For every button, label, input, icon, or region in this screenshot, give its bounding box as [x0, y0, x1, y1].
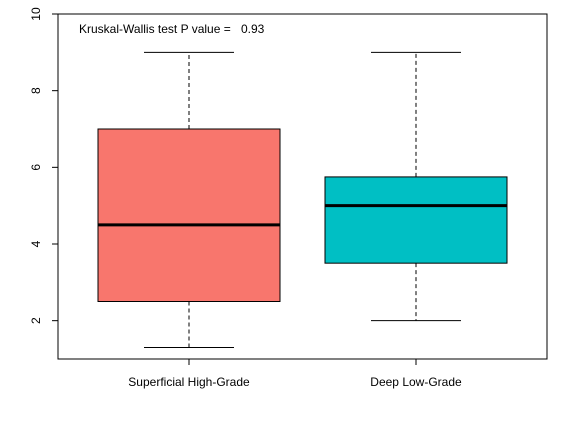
x-tick-label-1: Deep Low-Grade [370, 375, 462, 389]
plot-frame [57, 13, 548, 360]
y-tick-label-4: 10 [29, 7, 43, 21]
y-tick-label-3: 8 [29, 87, 43, 94]
box-1 [324, 176, 508, 264]
box-group-1 [324, 51, 508, 322]
box-0 [97, 128, 281, 302]
annotation-label: Kruskal-Wallis test P value = [79, 22, 231, 36]
box-group-0 [97, 51, 281, 348]
x-tick-label-0: Superficial High-Grade [128, 375, 250, 389]
y-tick-label-2: 6 [29, 164, 43, 171]
y-tick-label-0: 2 [29, 317, 43, 324]
y-tick-label-1: 4 [29, 240, 43, 247]
boxes [97, 51, 508, 348]
annotation-value: 0.93 [241, 22, 265, 36]
x-axis-labels: Superficial High-Grade Deep Low-Grade [128, 358, 462, 389]
y-axis: 2 4 6 8 10 [29, 7, 58, 324]
